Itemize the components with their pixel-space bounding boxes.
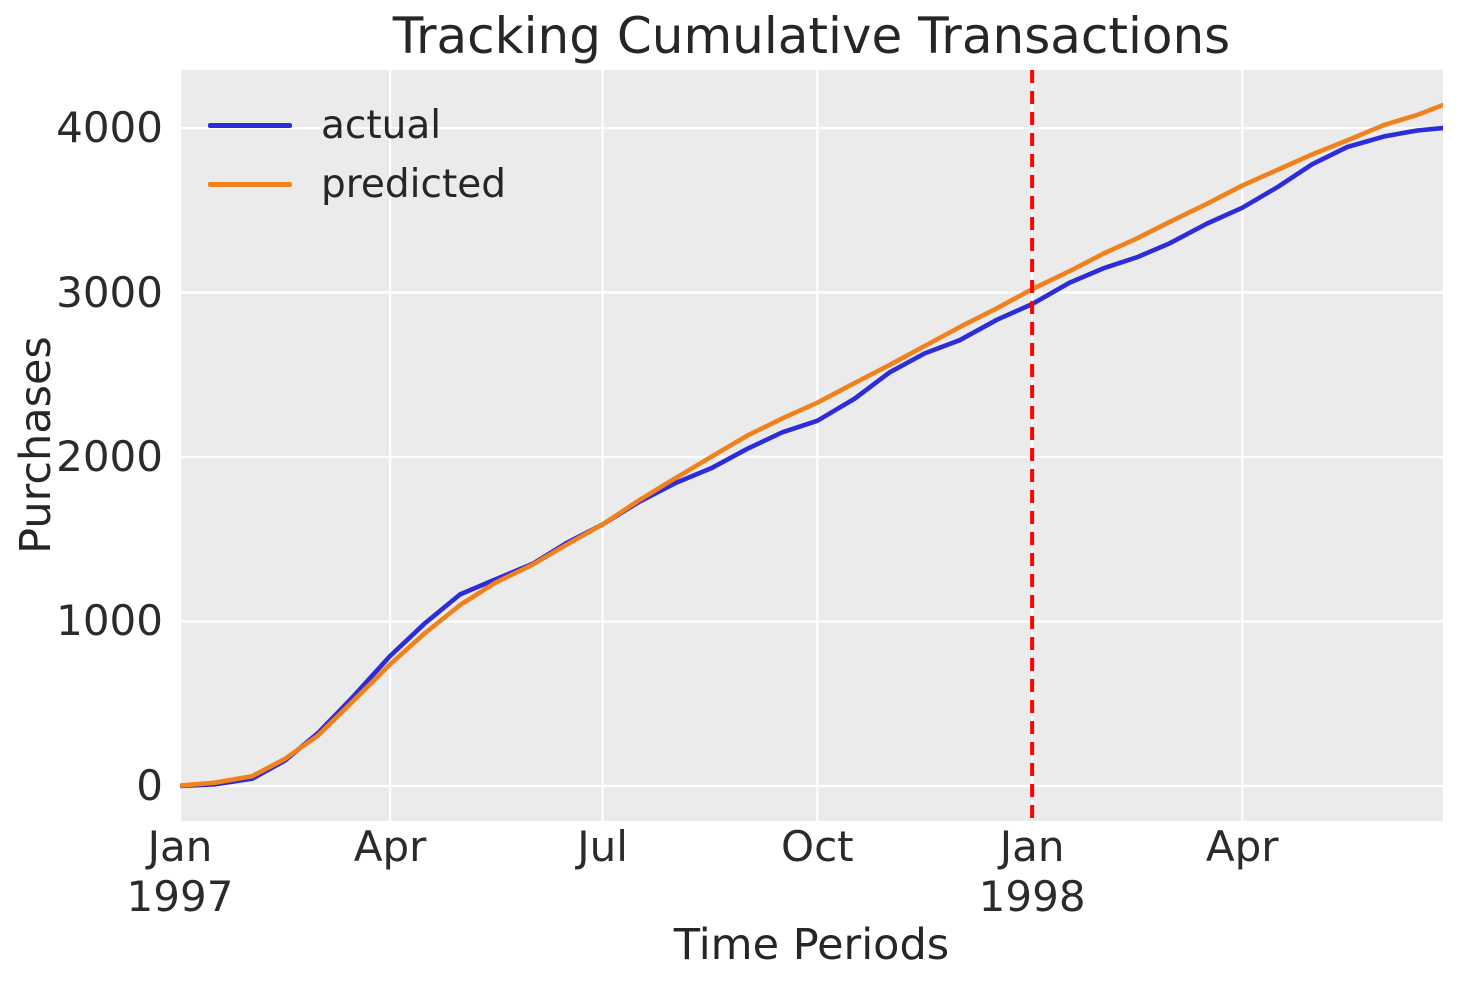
y-tick-label: 0 — [136, 760, 163, 810]
x-tick-month: Apr — [1205, 822, 1279, 871]
y-tick-label: 2000 — [56, 432, 163, 481]
y-tick-label: 1000 — [56, 596, 163, 646]
legend-entry-actual: actual — [208, 96, 506, 155]
legend: actual predicted — [208, 96, 506, 214]
legend-label: actual — [321, 103, 442, 148]
legend-line-icon — [208, 182, 292, 187]
y-tick-label: 4000 — [56, 103, 163, 153]
x-tick-month: Oct — [781, 822, 854, 871]
x-tick-label: Oct — [707, 822, 927, 872]
legend-label: predicted — [321, 162, 507, 207]
x-tick-label: Apr — [280, 822, 500, 872]
chart-title: Tracking Cumulative Transactions — [392, 7, 1231, 65]
x-axis-label: Time Periods — [673, 920, 950, 970]
x-tick-year: 1997 — [126, 872, 234, 921]
x-tick-label: Jan 1997 — [70, 822, 290, 922]
x-tick-label: Apr — [1132, 822, 1352, 872]
legend-entry-predicted: predicted — [208, 155, 506, 214]
x-tick-month: Jul — [577, 822, 628, 871]
series-line-predicted — [180, 102, 1443, 788]
x-tick-label: Jan 1998 — [922, 822, 1142, 922]
series-line-actual — [180, 125, 1443, 789]
y-tick-label: 3000 — [56, 267, 163, 317]
plot-area — [180, 70, 1443, 821]
x-tick-month: Apr — [353, 822, 427, 871]
legend-line-icon — [208, 123, 292, 128]
x-tick-label: Jul — [493, 822, 713, 872]
x-tick-year: 1998 — [978, 872, 1086, 921]
x-tick-month: Jan — [147, 822, 213, 871]
x-tick-month: Jan — [999, 822, 1065, 871]
